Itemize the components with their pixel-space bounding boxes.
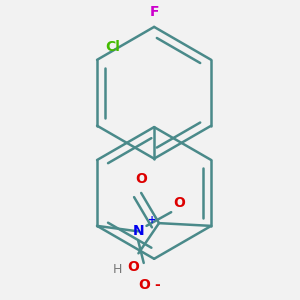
Text: O: O — [173, 196, 185, 210]
Text: -: - — [154, 278, 160, 292]
Text: O: O — [138, 278, 150, 292]
Text: Cl: Cl — [105, 40, 120, 54]
Text: F: F — [149, 5, 159, 19]
Text: +: + — [148, 215, 156, 225]
Text: O: O — [135, 172, 147, 186]
Text: N: N — [132, 224, 144, 239]
Text: O: O — [127, 260, 139, 274]
Text: H: H — [113, 263, 122, 276]
